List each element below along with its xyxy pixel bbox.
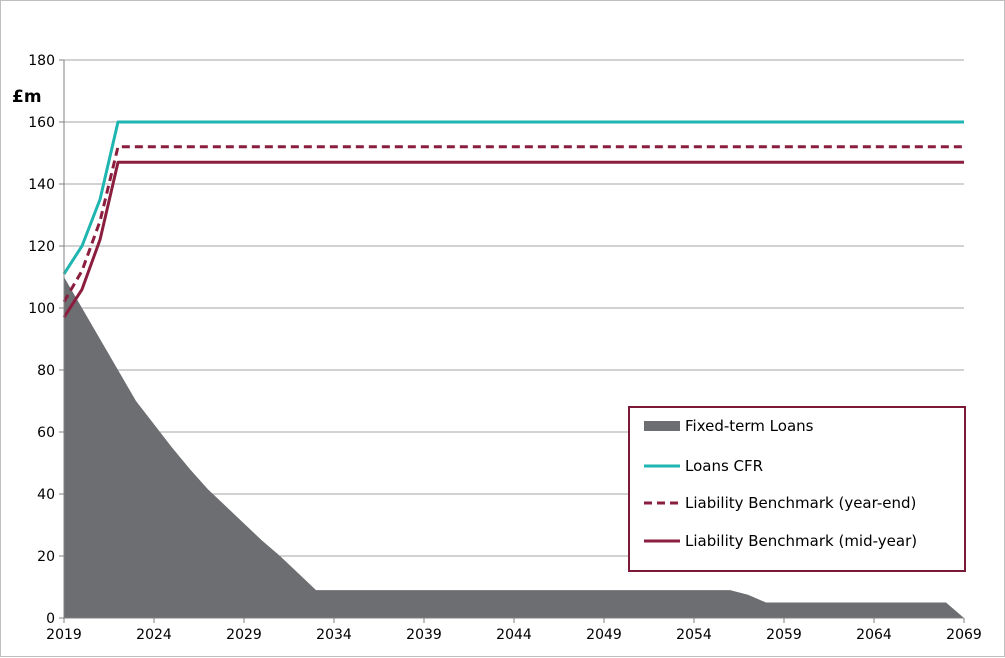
legend-swatch-area <box>644 421 680 431</box>
y-tick-label: 160 <box>28 115 55 131</box>
gridlines <box>64 59 964 557</box>
x-tick-label: 2034 <box>316 627 352 643</box>
y-tick-label: 120 <box>28 239 55 255</box>
legend: Fixed-term Loans Loans CFR Liability Bench… <box>628 406 966 572</box>
series-line-2 <box>62 145 964 303</box>
y-tick-label: 40 <box>37 487 55 503</box>
legend-entry-label: Liability Benchmark (mid-year) <box>685 532 917 550</box>
y-tick-label: 180 <box>28 53 55 69</box>
x-tick-label: 2024 <box>136 627 172 643</box>
x-tick-label: 2064 <box>856 627 892 643</box>
y-tick-label: 20 <box>37 549 55 565</box>
axes <box>59 59 965 623</box>
x-tick-label: 2059 <box>766 627 802 643</box>
x-tick-label: 2069 <box>946 627 982 643</box>
x-tick-label: 2054 <box>676 627 712 643</box>
series-line-3 <box>62 160 964 319</box>
y-tick-label: 0 <box>46 611 55 627</box>
series-area-fixed-term-loans <box>64 277 964 618</box>
y-axis-unit-label: £m <box>12 87 42 107</box>
x-tick-label: 2039 <box>406 627 442 643</box>
x-tick-label: 2049 <box>586 627 622 643</box>
x-tick-label: 2029 <box>226 627 262 643</box>
x-tick-label: 2044 <box>496 627 532 643</box>
y-tick-labels: 0 20 40 60 80 100 120 140 160 180 <box>28 53 55 627</box>
x-tick-labels: 2019 2024 2029 2034 2039 2044 2049 2054 2059 2064… <box>46 627 982 643</box>
legend-entry-label: Fixed-term Loans <box>685 417 814 435</box>
y-tick-label: 80 <box>37 363 55 379</box>
y-tick-label: 100 <box>28 301 55 317</box>
y-tick-label: 60 <box>37 425 55 441</box>
legend-entry-label: Liability Benchmark (year-end) <box>685 494 916 512</box>
area-series-layer <box>64 277 964 618</box>
x-tick-label: 2019 <box>46 627 82 643</box>
legend-box <box>628 406 966 572</box>
y-tick-label: 140 <box>28 177 55 193</box>
legend-entry-label: Loans CFR <box>685 457 763 475</box>
series-line-1 <box>62 120 964 275</box>
line-series-layer <box>62 120 964 319</box>
